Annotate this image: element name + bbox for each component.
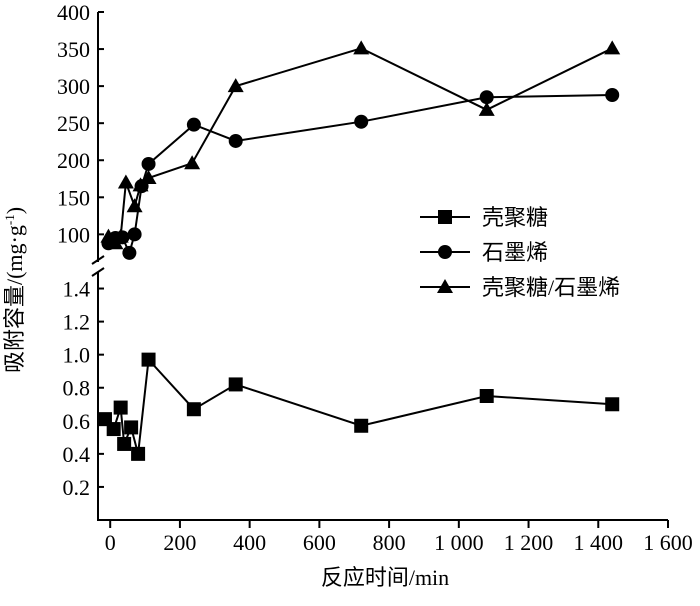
marker — [124, 420, 139, 435]
marker — [186, 117, 201, 132]
marker — [122, 245, 137, 260]
axes — [91, 12, 668, 521]
marker — [126, 198, 143, 213]
x-tick-label: 600 — [303, 530, 336, 555]
marker — [186, 402, 201, 417]
y2-tick-label: 200 — [57, 148, 90, 173]
series-line — [104, 357, 613, 455]
marker — [605, 397, 620, 412]
marker — [127, 227, 142, 242]
legend-label: 石墨烯 — [482, 240, 548, 265]
marker — [438, 245, 452, 259]
y2-tick-label: 250 — [57, 111, 90, 136]
y2-tick-label: 300 — [57, 74, 90, 99]
marker — [117, 174, 134, 189]
marker — [117, 436, 132, 451]
marker — [354, 418, 369, 433]
y-label-sup: -1 — [2, 214, 17, 225]
y2-tick-label: 400 — [57, 0, 90, 25]
y-tick-label: 0.4 — [63, 442, 91, 467]
y-tick-label: 0.6 — [63, 409, 91, 434]
marker — [479, 389, 494, 403]
y-tick-label: 1.4 — [63, 277, 91, 302]
x-tick-label: 1 000 — [434, 530, 484, 555]
marker — [141, 156, 156, 171]
marker — [140, 170, 157, 185]
marker — [605, 88, 620, 103]
marker — [604, 40, 621, 55]
legend-label: 壳聚糖 — [482, 205, 548, 230]
marker — [132, 177, 149, 192]
y-tick-label: 1.2 — [63, 310, 91, 335]
lower-axes — [97, 272, 668, 521]
break-mark — [91, 255, 105, 265]
y2-tick-label: 350 — [57, 37, 90, 62]
marker — [353, 40, 370, 55]
break-mark — [91, 267, 105, 277]
x-tick-label: 1 600 — [643, 530, 693, 555]
marker — [228, 377, 243, 392]
y-tick-label: 0.8 — [63, 376, 91, 401]
marker — [106, 422, 121, 437]
x-tick-label: 1 400 — [574, 530, 624, 555]
marker — [112, 228, 129, 243]
y-tick-label: 0.2 — [63, 475, 91, 500]
marker — [478, 101, 495, 116]
x-tick-label: 400 — [233, 530, 266, 555]
x-tick-label: 800 — [373, 530, 406, 555]
marker — [227, 78, 244, 93]
x-tick-label: 1 200 — [504, 530, 554, 555]
legend-label: 壳聚糖/石墨烯 — [482, 275, 620, 300]
marker — [479, 90, 494, 105]
y-tick-label: 1.0 — [63, 343, 91, 368]
y2-tick-label: 150 — [57, 185, 90, 210]
marker — [113, 400, 128, 415]
x-tick-label: 0 — [105, 530, 116, 555]
marker — [141, 352, 156, 367]
marker — [100, 228, 117, 243]
marker — [438, 210, 452, 224]
marker — [184, 155, 201, 170]
marker — [437, 279, 453, 293]
y-label-end: ) — [2, 207, 27, 214]
marker — [354, 114, 369, 129]
marker — [131, 446, 146, 461]
y-label-text: 吸附容量/(mg·g — [2, 225, 27, 373]
x-tick-label: 200 — [163, 530, 196, 555]
y2-tick-label: 100 — [57, 222, 90, 247]
y-axis-label: 吸附容量/(mg·g-1) — [2, 207, 27, 373]
marker — [228, 133, 243, 148]
x-axis-label: 反应时间/min — [321, 565, 449, 590]
